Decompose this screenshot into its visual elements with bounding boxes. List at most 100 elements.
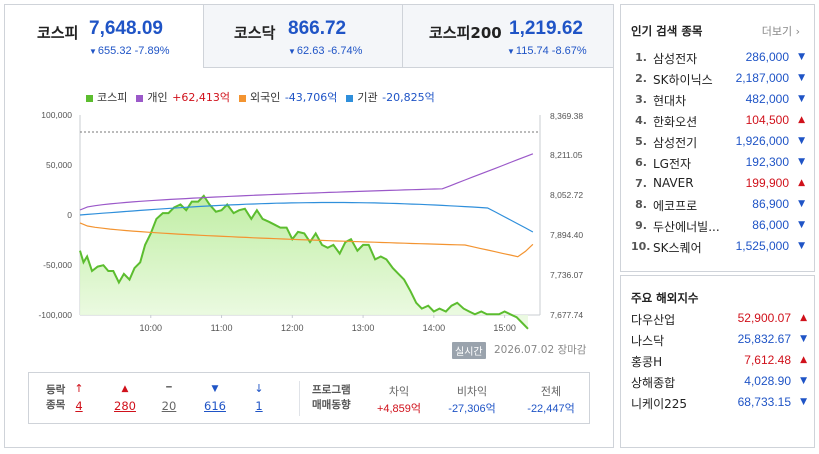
popular-stock-item[interactable]: 9. 두산에너빌... 86,000 ▼: [631, 216, 809, 237]
world-index-item[interactable]: 니케이225 68,733.15 ▼: [631, 394, 809, 414]
world-index-item[interactable]: 다우산업 52,900.07 ▲: [631, 310, 809, 330]
breadth-count-link[interactable]: 1: [255, 399, 263, 413]
stock-price: 199,900: [745, 176, 789, 190]
program-label: 프로그램 매매동향: [312, 384, 351, 411]
x-tick-label: 12:00: [281, 323, 304, 333]
popular-stock-item[interactable]: 8. 에코프로 86,900 ▼: [631, 195, 809, 216]
index-tabs: 코스피 7,648.09 ▼655.32 -7.89% 코스닥 866.72 ▼…: [5, 5, 613, 68]
tab-label: 코스닥: [234, 24, 276, 42]
popular-stock-item[interactable]: 7. NAVER 199,900 ▲: [631, 174, 809, 195]
program-col-header: 차익: [388, 385, 410, 398]
down-icon: ▼: [211, 384, 219, 394]
popular-stock-item[interactable]: 6. LG전자 192,300 ▼: [631, 153, 809, 174]
tab-kospi200[interactable]: 코스피200 1,219.62 ▼115.74 -8.67%: [402, 5, 613, 68]
rank-number: 10.: [631, 240, 651, 253]
divider: [299, 381, 300, 416]
y-left-tick-label: 0: [67, 210, 72, 220]
popular-stock-item[interactable]: 4. 한화오션 104,500 ▲: [631, 111, 809, 132]
breadth-count-link[interactable]: 280: [114, 399, 136, 413]
popular-stock-item[interactable]: 5. 삼성전기 1,926,000 ▼: [631, 132, 809, 153]
stock-price: 86,000: [752, 218, 789, 232]
rank-number: 6.: [635, 156, 647, 169]
breadth-count-link[interactable]: 20: [161, 399, 177, 413]
rank-number: 2.: [635, 72, 647, 85]
world-index-item[interactable]: 홍콩H 7,612.48 ▲: [631, 352, 809, 372]
down-triangle-icon: ▼: [798, 220, 805, 230]
stock-name: 현대차: [653, 94, 687, 108]
tab-kospi[interactable]: 코스피 7,648.09 ▼655.32 -7.89%: [5, 5, 202, 68]
flat-icon: ━: [166, 383, 172, 393]
rank-number: 5.: [635, 135, 647, 148]
index-value: 4,028.90: [744, 374, 791, 388]
market-panel: 코스피 7,648.09 ▼655.32 -7.89% 코스닥 866.72 ▼…: [4, 4, 614, 448]
legend-swatch: [86, 94, 93, 102]
index-value: 1,219.62: [509, 18, 583, 39]
y-left-tick-label: -50,000: [43, 260, 72, 270]
popular-stock-item[interactable]: 10. SK스퀘어 1,525,000 ▼: [631, 237, 809, 258]
index-value: 7,648.09: [89, 18, 163, 39]
index-value: 866.72: [288, 18, 347, 39]
lower-limit-icon: ↓: [254, 382, 264, 395]
up-triangle-icon: ▲: [798, 178, 805, 188]
legend-individual: 개인 +62,413억: [133, 91, 231, 104]
down-triangle-icon: ▼: [798, 199, 805, 209]
world-index-item[interactable]: 나스닥 25,832.67 ▼: [631, 331, 809, 351]
index-name: 다우산업: [631, 313, 676, 327]
up-triangle-icon: ▲: [800, 355, 807, 365]
more-link[interactable]: 더보기 ›: [761, 25, 800, 38]
down-triangle-icon: ▼: [800, 397, 807, 407]
rank-number: 9.: [635, 219, 647, 232]
down-triangle-icon: ▼: [798, 52, 805, 62]
y-left-tick-label: -100,000: [38, 310, 72, 320]
stock-price: 192,300: [745, 155, 789, 169]
rank-number: 4.: [635, 114, 647, 127]
stock-price: 2,187,000: [735, 71, 789, 85]
y-right-tick-label: 7,677.74: [550, 310, 583, 320]
tab-kosdaq[interactable]: 코스닥 866.72 ▼62.63 -6.74%: [203, 5, 402, 68]
y-right-tick-label: 8,369.38: [550, 111, 583, 121]
legend-kospi: 코스피: [86, 91, 128, 104]
x-tick-label: 15:00: [493, 323, 516, 333]
breadth-count-link[interactable]: 4: [75, 399, 83, 413]
popular-stocks-box: 인기 검색 종목 더보기 › 1. 삼성전자 286,000 ▼ 2. SK하이닉스 2,1…: [620, 4, 815, 272]
foreign-line: [79, 222, 534, 258]
stock-name: 삼성전기: [653, 136, 698, 150]
index-name: 홍콩H: [631, 355, 663, 369]
chevron-right-icon: ›: [795, 25, 800, 38]
index-change: ▼115.74 -8.67%: [507, 45, 587, 57]
down-triangle-icon: ▼: [288, 47, 296, 56]
stock-price: 86,900: [752, 197, 789, 211]
program-col-header: 비차익: [456, 385, 488, 398]
world-index-box: 주요 해외지수 다우산업 52,900.07 ▲ 나스닥 25,832.67 ▼ 홍콩H 7,…: [620, 275, 815, 448]
popular-stock-item[interactable]: 1. 삼성전자 286,000 ▼: [631, 48, 809, 69]
upper-limit-icon: ↑: [74, 382, 84, 395]
down-triangle-icon: ▼: [798, 241, 805, 251]
rank-number: 7.: [635, 177, 647, 190]
program-col-value: -27,306억: [448, 403, 496, 415]
stock-price: 1,926,000: [735, 134, 789, 148]
x-tick-label: 13:00: [352, 323, 375, 333]
tab-label: 코스피: [37, 24, 79, 42]
stock-name: SK스퀘어: [653, 241, 702, 255]
stock-price: 1,525,000: [735, 239, 789, 253]
stock-price: 482,000: [745, 92, 789, 106]
stock-price: 286,000: [745, 50, 789, 64]
tab-label: 코스피200: [429, 24, 502, 42]
down-triangle-icon: ▼: [798, 136, 805, 146]
x-tick-label: 10:00: [140, 323, 163, 333]
institution-line: [79, 201, 534, 233]
popular-stock-item[interactable]: 3. 현대차 482,000 ▼: [631, 90, 809, 111]
stock-name: NAVER: [653, 176, 694, 190]
index-change: ▼655.32 -7.89%: [89, 45, 170, 57]
breadth-count-link[interactable]: 616: [204, 399, 226, 413]
chart-legend: 코스피 개인 +62,413억 외국인 -43,706억 기관 -20,825억: [86, 89, 437, 105]
individual-line: [79, 153, 534, 211]
world-index-item[interactable]: 상해종합 4,028.90 ▼: [631, 373, 809, 393]
market-breadth-box: 등락 종목 ↑ 4 ▲ 280 ━ 20 ▼ 616 ↓ 1 프로그램 매매동향 차익 +4,859억 비…: [28, 372, 590, 424]
kospi-area: [80, 195, 528, 329]
y-left-tick-label: 50,000: [46, 160, 72, 170]
y-right-tick-label: 8,052.72: [550, 190, 583, 200]
popular-stock-item[interactable]: 2. SK하이닉스 2,187,000 ▼: [631, 69, 809, 90]
stock-price: 104,500: [745, 113, 789, 127]
program-col-header: 전체: [540, 385, 562, 398]
